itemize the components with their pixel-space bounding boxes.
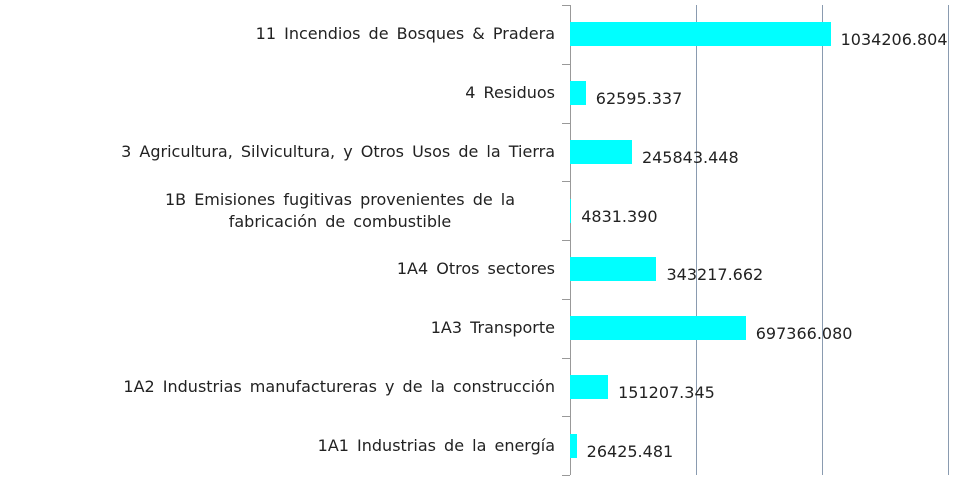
axis-tick <box>562 357 570 359</box>
grid-line <box>948 5 949 475</box>
value-label: 697366.080 <box>755 324 853 344</box>
axis-tick <box>562 298 570 300</box>
axis-tick <box>562 63 570 65</box>
bar <box>570 374 609 399</box>
value-label: 62595.337 <box>595 89 683 109</box>
category-label: 1A4 Otros sectores <box>397 240 555 299</box>
grid-line <box>696 5 697 475</box>
axis-line <box>570 5 571 475</box>
bar <box>570 81 586 106</box>
category-text: 1A4 Otros sectores <box>396 259 555 279</box>
category-label: 1A1 Industrias de la energía <box>318 416 555 475</box>
category-text: 3 Agricultura, Silvicultura, y Otros Uso… <box>121 141 555 161</box>
category-text: 1A3 Transporte <box>430 318 555 338</box>
axis-tick <box>562 122 570 124</box>
bar <box>570 22 831 47</box>
category-label: 1B Emisiones fugitivas provenientes de l… <box>125 181 555 240</box>
category-text: 1B Emisiones fugitivas provenientes de l… <box>164 189 516 231</box>
category-label: 1A2 Industrias manufactureras y de la co… <box>123 358 555 417</box>
bar <box>570 198 572 223</box>
axis-tick <box>562 416 570 418</box>
category-label: 3 Agricultura, Silvicultura, y Otros Uso… <box>121 123 555 182</box>
category-text: 11 Incendios de Bosques & Pradera <box>255 24 555 44</box>
category-label: 4 Residuos <box>465 64 555 123</box>
axis-tick <box>562 240 570 241</box>
value-label: 343217.662 <box>666 265 764 285</box>
value-label: 1034206.804 <box>840 30 948 50</box>
axis-tick <box>562 475 570 476</box>
value-label: 151207.345 <box>618 382 715 402</box>
bar <box>570 433 577 458</box>
axis-tick <box>562 5 570 6</box>
bar <box>570 257 657 282</box>
category-text: 1A1 Industrias de la energía <box>317 435 555 455</box>
bar <box>570 316 746 341</box>
value-label: 26425.481 <box>586 441 674 461</box>
axis-tick <box>562 181 570 183</box>
bar <box>570 139 632 164</box>
value-label: 245843.448 <box>641 147 739 167</box>
grid-line <box>822 5 823 475</box>
category-text: 4 Residuos <box>465 83 555 103</box>
category-label: 1A3 Transporte <box>431 299 555 358</box>
category-label: 11 Incendios de Bosques & Pradera <box>256 5 555 64</box>
value-label: 4831.390 <box>581 206 658 226</box>
category-text: 1A2 Industrias manufactureras y de la co… <box>123 376 555 396</box>
